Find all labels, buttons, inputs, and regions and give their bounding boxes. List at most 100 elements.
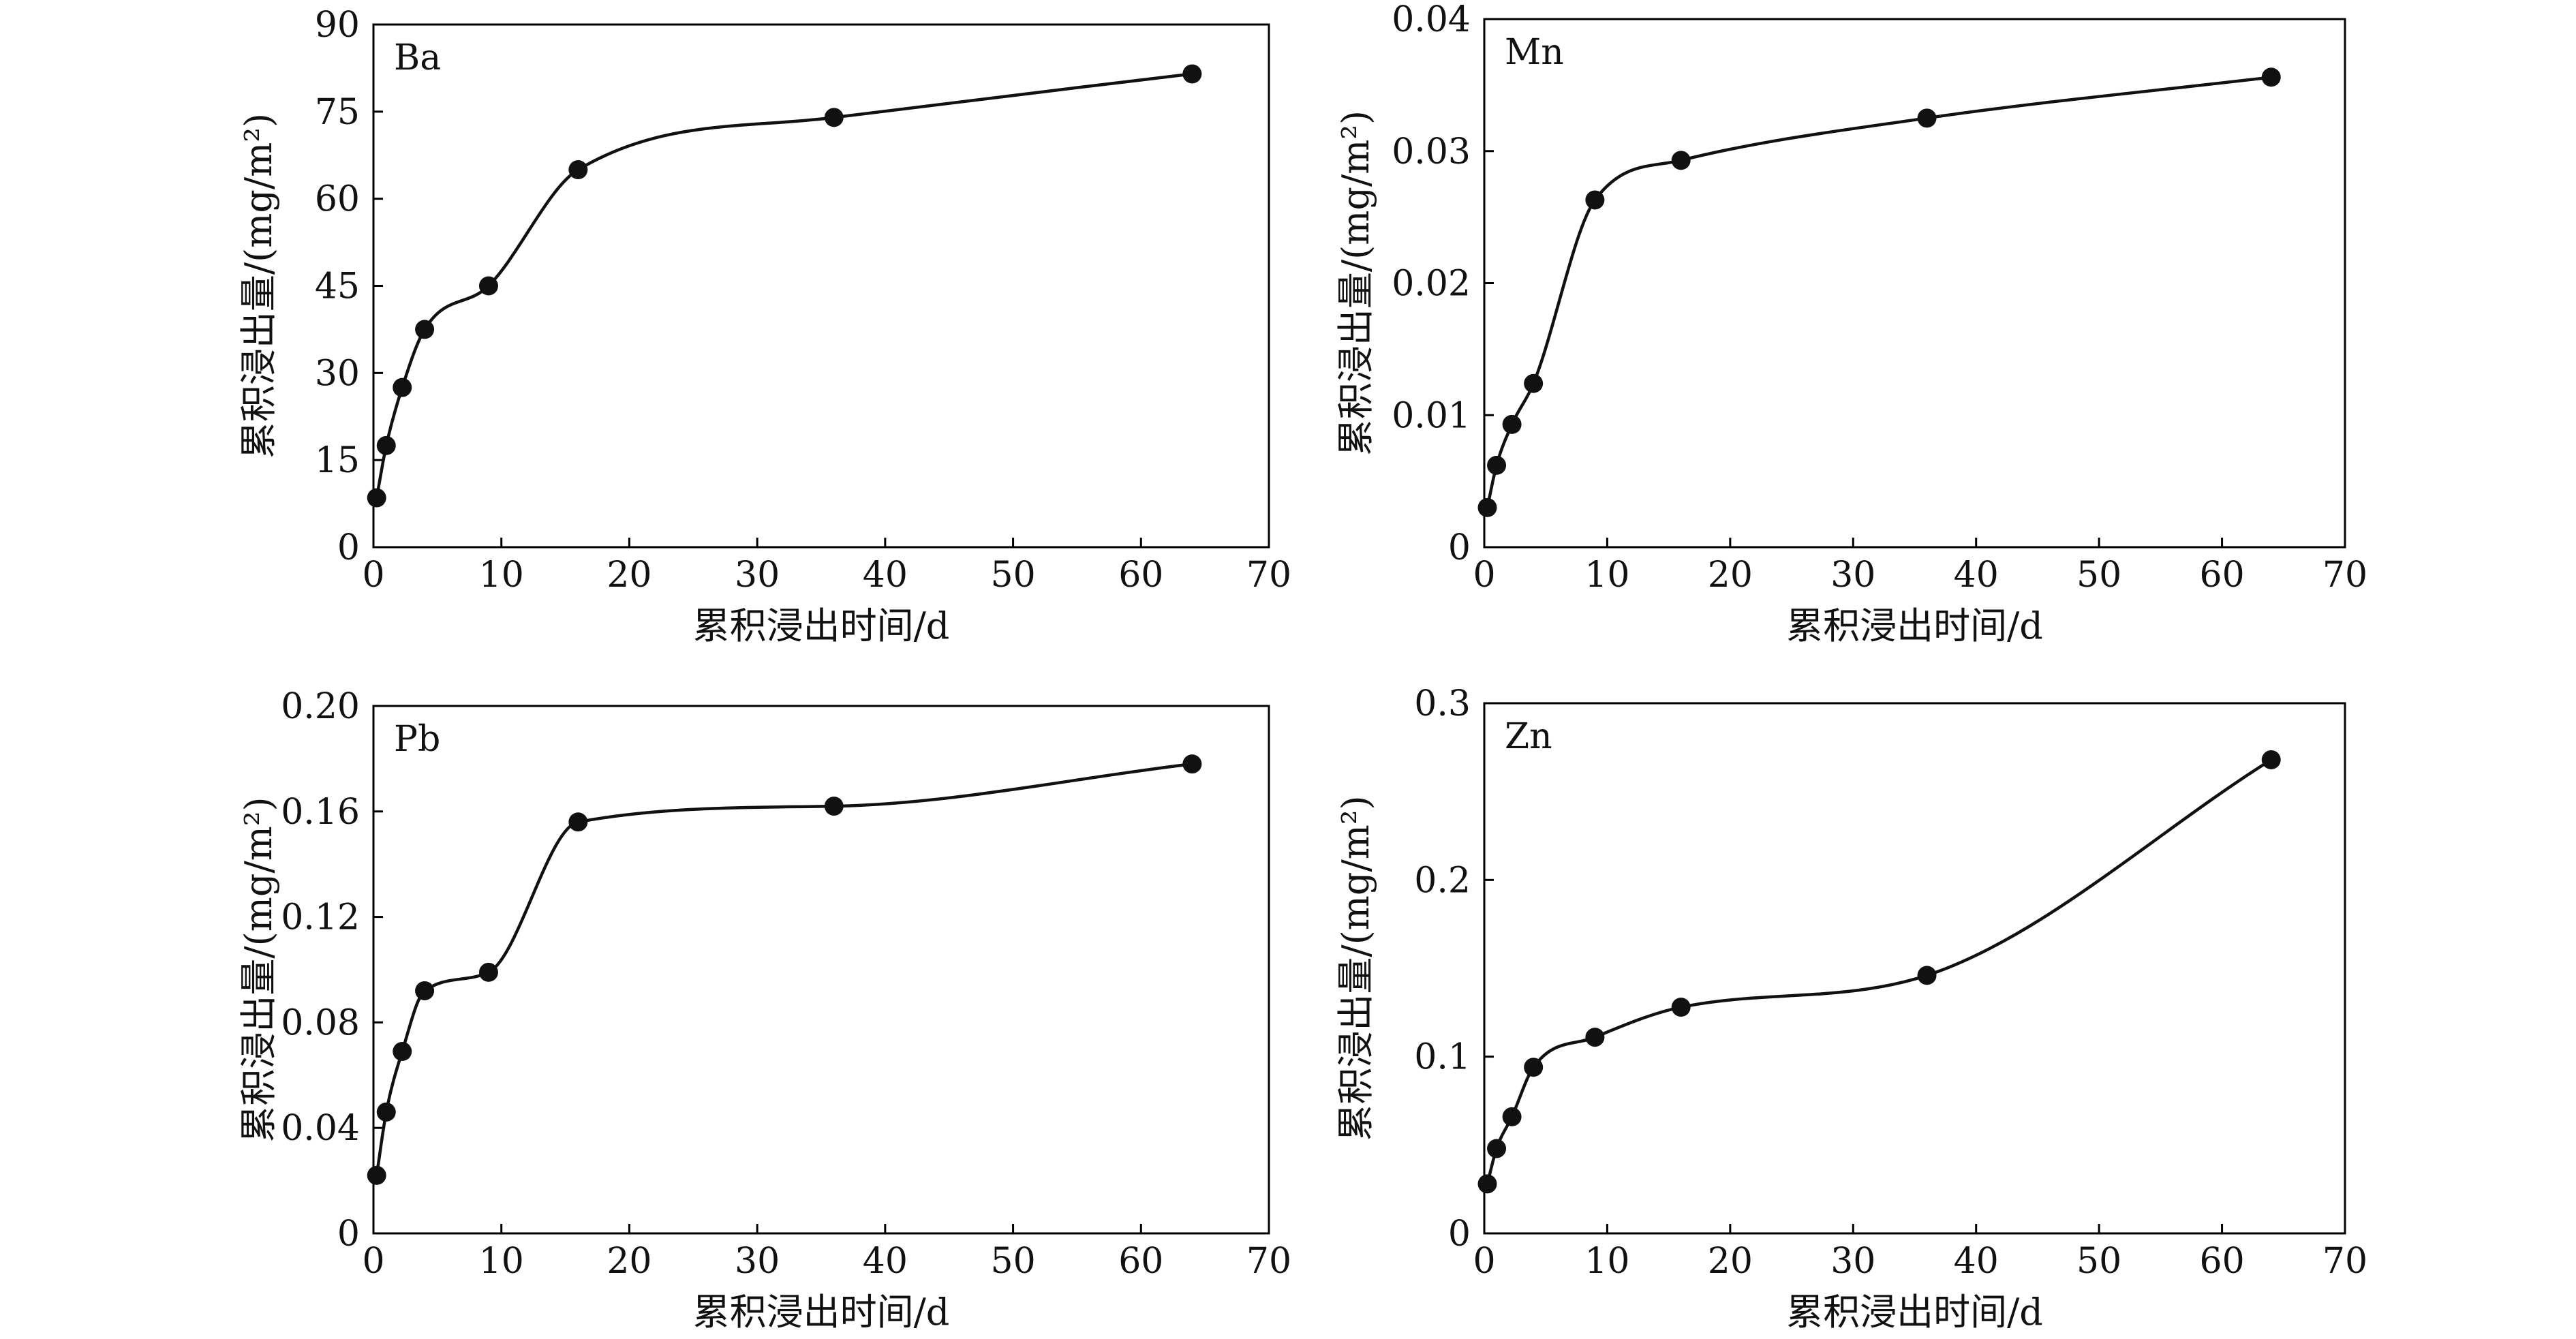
data-point — [415, 981, 435, 1000]
data-point — [1524, 373, 1544, 393]
y-tick-label: 0 — [337, 527, 360, 568]
x-tick-label: 50 — [990, 1241, 1035, 1282]
x-tick-label: 50 — [990, 555, 1035, 596]
data-point — [1917, 108, 1937, 128]
data-point — [1502, 1107, 1522, 1126]
y-tick-label: 0 — [1448, 527, 1471, 568]
series-line — [1486, 758, 2272, 1184]
x-tick-label: 0 — [1473, 1241, 1495, 1282]
y-tick-label: 0 — [1448, 1214, 1471, 1255]
x-tick-label: 10 — [1584, 1241, 1629, 1282]
y-tick-label: 75 — [315, 92, 360, 133]
y-tick-label: 30 — [315, 353, 360, 394]
data-point — [1585, 190, 1605, 210]
x-tick-label: 70 — [1246, 555, 1291, 596]
data-point — [1182, 754, 1202, 774]
y-axis-title: 累积浸出量/(mg/m²) — [1334, 110, 1377, 456]
x-tick-label: 0 — [1473, 555, 1495, 596]
data-point — [393, 378, 412, 397]
data-point — [478, 276, 498, 296]
y-tick-label: 0.02 — [1392, 264, 1471, 305]
y-axis-title: 累积浸出量/(mg/m²) — [1334, 795, 1377, 1141]
series-line — [1486, 76, 2271, 508]
data-point — [1585, 1028, 1605, 1047]
panel-label: Pb — [394, 719, 440, 760]
data-point — [367, 1165, 386, 1185]
x-tick-label: 50 — [2076, 555, 2121, 596]
chart-panel-mn: 0 10 20 30 40 50 60 70 0 0.01 0.02 0.03 0.04 累积浸出时间/d… — [1334, 0, 2367, 647]
plot-frame — [1483, 18, 2346, 549]
data-point — [1487, 455, 1507, 475]
y-tick-label: 0.16 — [281, 792, 360, 833]
x-tick-label: 70 — [2322, 555, 2367, 596]
x-axis-title: 累积浸出时间/d — [693, 1291, 950, 1334]
y-axis-title: 累积浸出量/(mg/m²) — [237, 113, 280, 459]
chart-panel-pb: 0 10 20 30 40 50 60 70 0 0.04 0.08 0.12 0.16 0.20 累积浸出… — [237, 686, 1291, 1334]
x-tick-label: 30 — [735, 1241, 780, 1282]
data-point — [1477, 497, 1497, 517]
y-tick-label: 0.08 — [281, 1002, 360, 1043]
panel-label: Zn — [1505, 716, 1552, 757]
x-tick-label: 20 — [1708, 555, 1753, 596]
data-point — [1477, 1174, 1497, 1194]
data-point — [393, 1041, 412, 1061]
plot-frame — [1483, 702, 2346, 1235]
x-tick-label: 60 — [1118, 555, 1163, 596]
x-tick-label: 60 — [2199, 1241, 2244, 1282]
x-tick-label: 40 — [863, 555, 908, 596]
y-axis-title: 累积浸出量/(mg/m²) — [237, 797, 280, 1142]
x-tick-label: 50 — [2076, 1241, 2121, 1282]
y-tick-label: 90 — [315, 5, 360, 46]
y-tick-label: 0.03 — [1392, 132, 1471, 172]
x-axis-title: 累积浸出时间/d — [693, 604, 950, 647]
data-point — [2261, 750, 2281, 769]
chart-panel-ba: 0 10 20 30 40 50 60 70 0 15 30 45 60 75 90 累积浸出时间/d 累积浸出… — [237, 5, 1291, 647]
chart-panel-zn: 0 10 20 30 40 50 60 70 0 0.1 0.2 0.3 累积浸出时间/d 累积浸出量/(… — [1334, 683, 2367, 1334]
x-tick-label: 0 — [362, 1241, 384, 1282]
x-tick-label: 70 — [2322, 1241, 2367, 1282]
y-tick-label: 15 — [315, 440, 360, 481]
plot-frame — [372, 705, 1270, 1235]
y-tick-label: 0.04 — [1392, 0, 1471, 40]
y-tick-label: 0.3 — [1414, 683, 1471, 724]
x-tick-label: 30 — [735, 555, 780, 596]
x-tick-label: 60 — [1118, 1241, 1163, 1282]
y-tick-label: 45 — [315, 266, 360, 307]
y-tick-label: 0 — [337, 1214, 360, 1255]
x-tick-label: 20 — [1708, 1241, 1753, 1282]
x-tick-label: 40 — [1954, 1241, 1999, 1282]
x-axis-title: 累积浸出时间/d — [1786, 1291, 2043, 1334]
y-tick-label: 0.20 — [281, 686, 360, 727]
data-point — [1524, 1058, 1544, 1077]
data-point — [1502, 414, 1522, 434]
series-line — [375, 762, 1193, 1176]
y-tick-label: 0.04 — [281, 1108, 360, 1149]
y-tick-label: 0.01 — [1392, 395, 1471, 436]
x-tick-label: 40 — [863, 1241, 908, 1282]
data-point — [568, 160, 588, 180]
data-point — [1671, 998, 1691, 1017]
data-point — [1487, 1139, 1507, 1158]
x-tick-label: 20 — [607, 1241, 651, 1282]
x-tick-label: 30 — [1830, 555, 1875, 596]
data-point — [568, 812, 588, 832]
x-tick-label: 0 — [362, 555, 384, 596]
x-tick-label: 40 — [1954, 555, 1999, 596]
data-point — [1182, 64, 1202, 84]
x-tick-label: 10 — [479, 555, 524, 596]
data-point — [376, 435, 396, 455]
plot-frame — [372, 23, 1270, 549]
x-tick-label: 30 — [1830, 1241, 1875, 1282]
data-point — [2261, 67, 2281, 87]
y-tick-label: 60 — [315, 179, 360, 220]
data-point — [478, 962, 498, 982]
data-point — [376, 1102, 396, 1122]
data-point — [415, 320, 435, 339]
x-axis-title: 累积浸出时间/d — [1786, 604, 2043, 647]
series-line — [375, 72, 1193, 499]
y-tick-label: 0.12 — [281, 897, 360, 938]
y-tick-label: 0.1 — [1414, 1037, 1471, 1078]
panel-label: Ba — [394, 37, 441, 78]
x-tick-label: 10 — [1584, 555, 1629, 596]
